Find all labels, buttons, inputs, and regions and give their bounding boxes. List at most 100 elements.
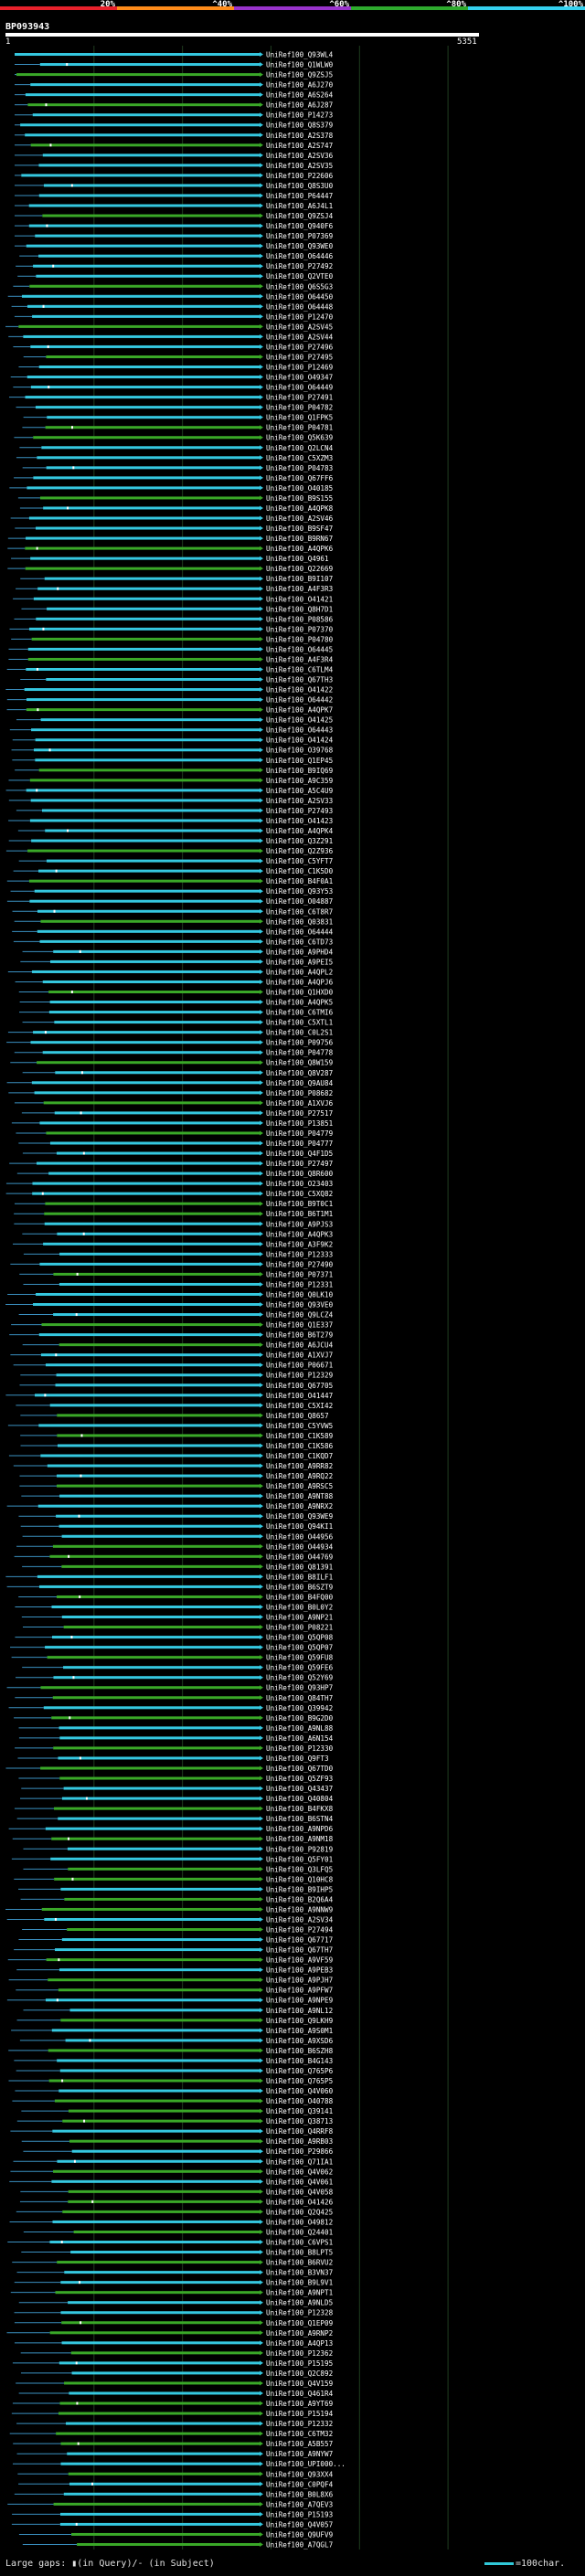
subject-label[interactable]: UniRef100_P14273 xyxy=(266,111,333,120)
subject-label[interactable]: UniRef100_P04783 xyxy=(266,464,333,472)
subject-label[interactable]: UniRef100_P12332 xyxy=(266,2420,333,2428)
subject-label[interactable]: UniRef100_O49812 xyxy=(266,2218,333,2226)
subject-label[interactable]: UniRef100_Q93Y53 xyxy=(266,887,333,896)
subject-label[interactable]: UniRef100_C6TMI6 xyxy=(266,1009,334,1017)
subject-label[interactable]: UniRef100_P08221 xyxy=(266,1624,334,1632)
subject-label[interactable]: UniRef100_C5XI42 xyxy=(266,1402,333,1410)
subject-label[interactable]: UniRef100_O64445 xyxy=(266,645,333,653)
subject-label[interactable]: UniRef100_Q0LK10 xyxy=(266,1290,334,1299)
subject-label[interactable]: UniRef100_B0L8X6 xyxy=(266,2490,334,2498)
subject-label[interactable]: UniRef100_P15194 xyxy=(266,2410,334,2418)
subject-label[interactable]: UniRef100_Q67TH3 xyxy=(266,676,333,684)
subject-label[interactable]: UniRef100_C6TM32 xyxy=(266,2430,333,2438)
subject-label[interactable]: UniRef100_P12470 xyxy=(266,313,334,321)
subject-label[interactable]: UniRef100_Q67FF6 xyxy=(266,474,334,482)
subject-label[interactable]: UniRef100_A9YT69 xyxy=(266,2400,334,2408)
subject-label[interactable]: UniRef100_Q1EP09 xyxy=(266,2319,334,2327)
subject-label[interactable]: UniRef100_A9RSC5 xyxy=(266,1482,333,1490)
subject-label[interactable]: UniRef100_O41425 xyxy=(266,716,333,725)
subject-label[interactable]: UniRef100_Q2VTE0 xyxy=(266,272,334,281)
subject-label[interactable]: UniRef100_A9NP21 xyxy=(266,1614,334,1622)
subject-label[interactable]: UniRef100_A9RB03 xyxy=(266,2137,333,2146)
subject-label[interactable]: UniRef100_O44934 xyxy=(266,1542,334,1551)
subject-label[interactable]: UniRef100_A6S264 xyxy=(266,91,334,100)
subject-label[interactable]: UniRef100_Q10HC8 xyxy=(266,1875,334,1883)
subject-label[interactable]: UniRef100_Q40804 xyxy=(266,1795,334,1803)
subject-label[interactable]: UniRef100_A5C4U9 xyxy=(266,787,334,795)
subject-label[interactable]: UniRef100_C5YVW5 xyxy=(266,1422,333,1430)
subject-label[interactable]: UniRef100_A2SV36 xyxy=(266,152,334,160)
subject-label[interactable]: UniRef100_O49347 xyxy=(266,374,333,382)
subject-label[interactable]: UniRef100_A9NT88 xyxy=(266,1492,334,1500)
subject-label[interactable]: UniRef100_A4F3R3 xyxy=(266,585,333,593)
subject-label[interactable]: UniRef100_B9IQ69 xyxy=(266,767,334,775)
subject-label[interactable]: UniRef100_P04778 xyxy=(266,1049,334,1057)
subject-label[interactable]: UniRef100_P07371 xyxy=(266,1270,334,1278)
subject-label[interactable]: UniRef100_Q4V062 xyxy=(266,2168,333,2176)
subject-label[interactable]: UniRef100_O64448 xyxy=(266,302,334,311)
subject-label[interactable]: UniRef100_A2SV33 xyxy=(266,797,333,805)
subject-label[interactable]: UniRef100_Q9ZSJ4 xyxy=(266,212,334,220)
subject-label[interactable]: UniRef100_A9NPD6 xyxy=(266,1825,334,1833)
subject-label[interactable]: UniRef100_O64449 xyxy=(266,384,334,392)
subject-label[interactable]: UniRef100_O64443 xyxy=(266,726,333,735)
subject-label[interactable]: UniRef100_P27493 xyxy=(266,807,333,815)
subject-label[interactable]: UniRef100_Q9ZSJ5 xyxy=(266,71,333,80)
subject-label[interactable]: UniRef100_Q81391 xyxy=(266,1563,334,1571)
subject-label[interactable]: UniRef100_A6JCU4 xyxy=(266,1341,334,1350)
subject-label[interactable]: UniRef100_Q93WE9 xyxy=(266,1512,334,1521)
subject-label[interactable]: UniRef100_A4QPK8 xyxy=(266,504,334,513)
subject-label[interactable]: UniRef100_A9NL88 xyxy=(266,1724,334,1733)
subject-label[interactable]: UniRef100_Q52Y69 xyxy=(266,1674,334,1682)
subject-label[interactable]: UniRef100_P12331 xyxy=(266,1280,334,1288)
subject-label[interactable]: UniRef100_O64450 xyxy=(266,292,334,301)
subject-label[interactable]: UniRef100_B9S155 xyxy=(266,494,333,503)
subject-label[interactable]: UniRef100_A5B557 xyxy=(266,2440,333,2448)
subject-label[interactable]: UniRef100_B9L9V1 xyxy=(266,2279,334,2287)
subject-label[interactable]: UniRef100_A9NPE9 xyxy=(266,1997,334,2005)
subject-label[interactable]: UniRef100_B6RVU2 xyxy=(266,2259,333,2267)
subject-label[interactable]: UniRef100_A6J4L1 xyxy=(266,202,334,210)
subject-label[interactable]: UniRef100_P13851 xyxy=(266,1119,334,1128)
subject-label[interactable]: UniRef100_B9G2D0 xyxy=(266,1714,334,1723)
subject-label[interactable]: UniRef100_Q2Q425 xyxy=(266,2208,333,2216)
subject-label[interactable]: UniRef100_Q4F1D5 xyxy=(266,1150,333,1158)
subject-label[interactable]: UniRef100_Q6S5G3 xyxy=(266,282,333,291)
subject-label[interactable]: UniRef100_A4QPK7 xyxy=(266,706,333,715)
subject-label[interactable]: UniRef100_A1XVJ7 xyxy=(266,1352,333,1360)
subject-label[interactable]: UniRef100_O41447 xyxy=(266,1392,333,1400)
subject-label[interactable]: UniRef100_Q8V287 xyxy=(266,1069,333,1077)
subject-label[interactable]: UniRef100_B6STN4 xyxy=(266,1815,334,1823)
subject-label[interactable]: UniRef100_P27494 xyxy=(266,1926,334,1935)
subject-label[interactable]: UniRef100_C5XZM3 xyxy=(266,454,333,462)
subject-label[interactable]: UniRef100_A2SV44 xyxy=(266,333,334,341)
subject-label[interactable]: UniRef100_A4F3R4 xyxy=(266,655,334,663)
subject-label[interactable]: UniRef100_A9PJS3 xyxy=(266,1220,333,1228)
subject-label[interactable]: UniRef100_Q93HP7 xyxy=(266,1684,333,1692)
subject-label[interactable]: UniRef100_P12362 xyxy=(266,2349,333,2358)
subject-label[interactable]: UniRef100_B9RN67 xyxy=(266,535,333,543)
subject-label[interactable]: UniRef100_Q8R600 xyxy=(266,1170,334,1178)
subject-label[interactable]: UniRef100_Q93VE0 xyxy=(266,1301,334,1309)
subject-label[interactable]: UniRef100_O41423 xyxy=(266,817,333,825)
subject-label[interactable]: UniRef100_Q4961 xyxy=(266,555,329,563)
subject-label[interactable]: UniRef100_P04779 xyxy=(266,1129,334,1138)
subject-label[interactable]: UniRef100_A9PEB3 xyxy=(266,1966,333,1975)
subject-label[interactable]: UniRef100_Q43437 xyxy=(266,1785,333,1793)
subject-label[interactable]: UniRef100_Q9LKH9 xyxy=(266,2017,334,2025)
subject-label[interactable]: UniRef100_A9PFW7 xyxy=(266,1987,333,1995)
subject-label[interactable]: UniRef100_O41422 xyxy=(266,686,333,694)
subject-label[interactable]: UniRef100_P08586 xyxy=(266,615,334,623)
subject-label[interactable]: UniRef100_A2SV34 xyxy=(266,1915,334,1924)
subject-label[interactable]: UniRef100_C1KQD7 xyxy=(266,1452,333,1460)
subject-label[interactable]: UniRef100_B3VN37 xyxy=(266,2269,333,2277)
subject-label[interactable]: UniRef100_Q94KI1 xyxy=(266,1522,334,1531)
subject-label[interactable]: UniRef100_P15193 xyxy=(266,2510,333,2518)
subject-label[interactable]: UniRef100_O64442 xyxy=(266,696,333,705)
subject-label[interactable]: UniRef100_P12330 xyxy=(266,1744,334,1753)
subject-label[interactable]: UniRef100_Q93WE0 xyxy=(266,242,334,250)
subject-label[interactable]: UniRef100_A4QP13 xyxy=(266,2339,333,2348)
subject-label[interactable]: UniRef100_Q9AU84 xyxy=(266,1079,334,1087)
subject-label[interactable]: UniRef100_B9I107 xyxy=(266,575,333,583)
subject-label[interactable]: UniRef100_Q1EP45 xyxy=(266,757,333,765)
